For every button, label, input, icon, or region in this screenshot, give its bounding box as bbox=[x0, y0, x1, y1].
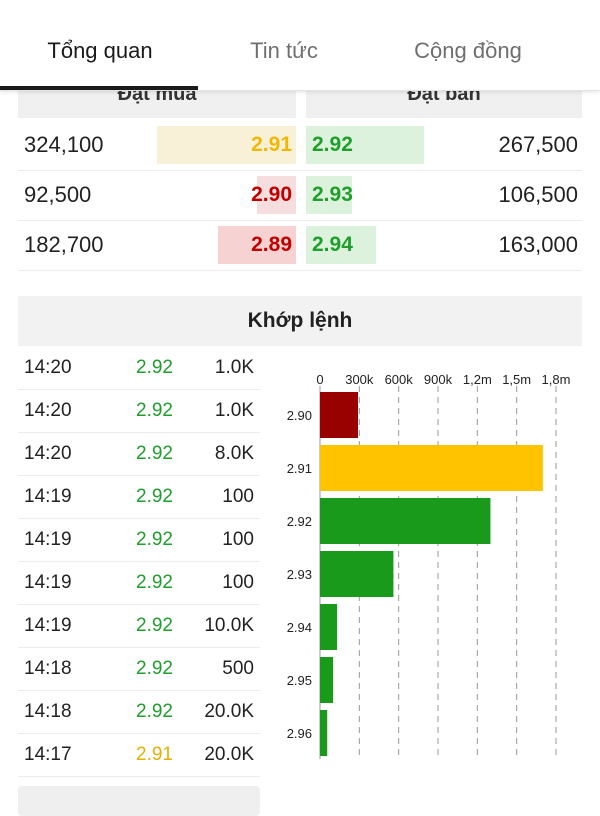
trade-price: 2.92 bbox=[136, 400, 173, 421]
ask-price[interactable]: 2.94 bbox=[312, 233, 353, 256]
trade-time: 14:19 bbox=[24, 572, 72, 593]
trade-price: 2.92 bbox=[136, 486, 173, 507]
trade-time: 14:18 bbox=[24, 658, 72, 679]
trade-volume: 100 bbox=[222, 529, 254, 550]
ask-volume-bar bbox=[306, 126, 424, 164]
ask-price[interactable]: 2.93 bbox=[312, 183, 353, 206]
chart-y-tick-label: 2.95 bbox=[287, 673, 312, 688]
order-book-row: 92,500 2.90 2.93 106,500 bbox=[18, 170, 582, 221]
tab-bar: Tổng quan Tin tức Cộng đồng bbox=[0, 0, 600, 91]
ask-volume: 163,000 bbox=[498, 232, 578, 257]
chart-x-tick-label: 1,2m bbox=[463, 372, 492, 387]
trade-row: 14:19 2.92 100 bbox=[18, 475, 260, 519]
trade-time: 14:19 bbox=[24, 529, 72, 550]
trade-row: 14:18 2.92 500 bbox=[18, 647, 260, 691]
chart-x-tick-label: 1,8m bbox=[542, 372, 571, 387]
order-book-row: 182,700 2.89 2.94 163,000 bbox=[18, 220, 582, 271]
trade-time: 14:18 bbox=[24, 701, 72, 722]
tab-community[interactable]: Cộng đồng bbox=[414, 38, 522, 63]
trade-time: 14:20 bbox=[24, 443, 72, 464]
trade-price: 2.92 bbox=[136, 529, 173, 550]
trade-price: 2.92 bbox=[136, 443, 173, 464]
trade-time: 14:20 bbox=[24, 400, 72, 421]
ask-price[interactable]: 2.92 bbox=[312, 133, 353, 156]
chart-bar bbox=[320, 392, 359, 438]
bid-price[interactable]: 2.91 bbox=[251, 133, 292, 156]
trade-volume: 100 bbox=[222, 486, 254, 507]
trade-volume: 20.0K bbox=[204, 744, 254, 765]
trade-price: 2.92 bbox=[136, 572, 173, 593]
active-tab-indicator bbox=[0, 86, 198, 90]
trade-row: 14:20 2.92 1.0K bbox=[18, 389, 260, 433]
trade-time: 14:19 bbox=[24, 615, 72, 636]
matched-orders-title: Khớp lệnh bbox=[18, 296, 582, 346]
chart-bar bbox=[320, 445, 543, 491]
tab-news[interactable]: Tin tức bbox=[250, 38, 318, 63]
ask-volume-bar bbox=[306, 226, 376, 264]
chart-bar bbox=[320, 498, 491, 544]
chart-bar bbox=[320, 657, 334, 703]
chart-y-tick-label: 2.96 bbox=[287, 726, 312, 741]
bid-volume-bar bbox=[218, 226, 296, 264]
trade-time: 14:19 bbox=[24, 486, 72, 507]
chart-x-tick-label: 0 bbox=[316, 372, 323, 387]
trade-row: 14:19 2.92 10.0K bbox=[18, 604, 260, 648]
bid-volume: 182,700 bbox=[24, 232, 104, 257]
trade-price: 2.92 bbox=[136, 701, 173, 722]
trade-volume: 1.0K bbox=[214, 400, 254, 421]
trade-row: 14:19 2.92 100 bbox=[18, 561, 260, 605]
trade-volume: 8.0K bbox=[214, 443, 254, 464]
chart-bar bbox=[320, 551, 394, 597]
trade-volume: 20.0K bbox=[204, 701, 254, 722]
bid-volume-bar bbox=[257, 176, 296, 214]
chart-y-tick-label: 2.92 bbox=[287, 514, 312, 529]
bid-price[interactable]: 2.89 bbox=[251, 233, 292, 256]
trade-time: 14:20 bbox=[24, 357, 72, 378]
ask-volume: 106,500 bbox=[498, 182, 578, 207]
chart-bar bbox=[320, 604, 338, 650]
trade-price: 2.92 bbox=[136, 357, 173, 378]
trade-row: 14:20 2.92 8.0K bbox=[18, 432, 260, 476]
chart-y-tick-label: 2.94 bbox=[287, 620, 312, 635]
chart-x-tick-label: 900k bbox=[424, 372, 453, 387]
trade-volume: 100 bbox=[222, 572, 254, 593]
trade-price: 2.92 bbox=[136, 615, 173, 636]
chart-x-tick-label: 1,5m bbox=[502, 372, 531, 387]
bid-volume: 324,100 bbox=[24, 132, 104, 157]
trade-row: 14:17 2.91 20.0K bbox=[18, 733, 260, 777]
trade-row: 14:20 2.92 1.0K bbox=[18, 346, 260, 390]
bid-volume: 92,500 bbox=[24, 182, 92, 207]
chart-bar bbox=[320, 710, 328, 756]
chart-y-tick-label: 2.93 bbox=[287, 567, 312, 582]
volume-by-price-chart: 0 300k 600k 900k 1,2m 1,5m 1,8m 2.90 2.91 2.92 2.9… bbox=[287, 372, 571, 759]
chart-y-tick-label: 2.90 bbox=[287, 408, 312, 423]
trade-price: 2.91 bbox=[136, 744, 173, 765]
trade-volume: 1.0K bbox=[214, 357, 254, 378]
trade-price: 2.92 bbox=[136, 658, 173, 679]
view-more-button[interactable] bbox=[18, 786, 260, 816]
trade-volume: 500 bbox=[222, 658, 254, 679]
bid-price[interactable]: 2.90 bbox=[251, 183, 292, 206]
trade-row: 14:19 2.92 100 bbox=[18, 518, 260, 562]
tab-overview[interactable]: Tổng quan bbox=[47, 38, 153, 63]
order-book-row: 324,100 2.91 2.92 267,500 bbox=[18, 120, 582, 171]
bid-volume-bar bbox=[157, 126, 296, 164]
trade-time: 14:17 bbox=[24, 744, 72, 765]
trade-volume: 10.0K bbox=[204, 615, 254, 636]
trade-row: 14:18 2.92 20.0K bbox=[18, 690, 260, 734]
chart-x-tick-label: 600k bbox=[385, 372, 414, 387]
ask-volume-bar bbox=[306, 176, 352, 214]
chart-x-tick-label: 300k bbox=[345, 372, 374, 387]
chart-y-tick-label: 2.91 bbox=[287, 461, 312, 476]
ask-volume: 267,500 bbox=[498, 132, 578, 157]
